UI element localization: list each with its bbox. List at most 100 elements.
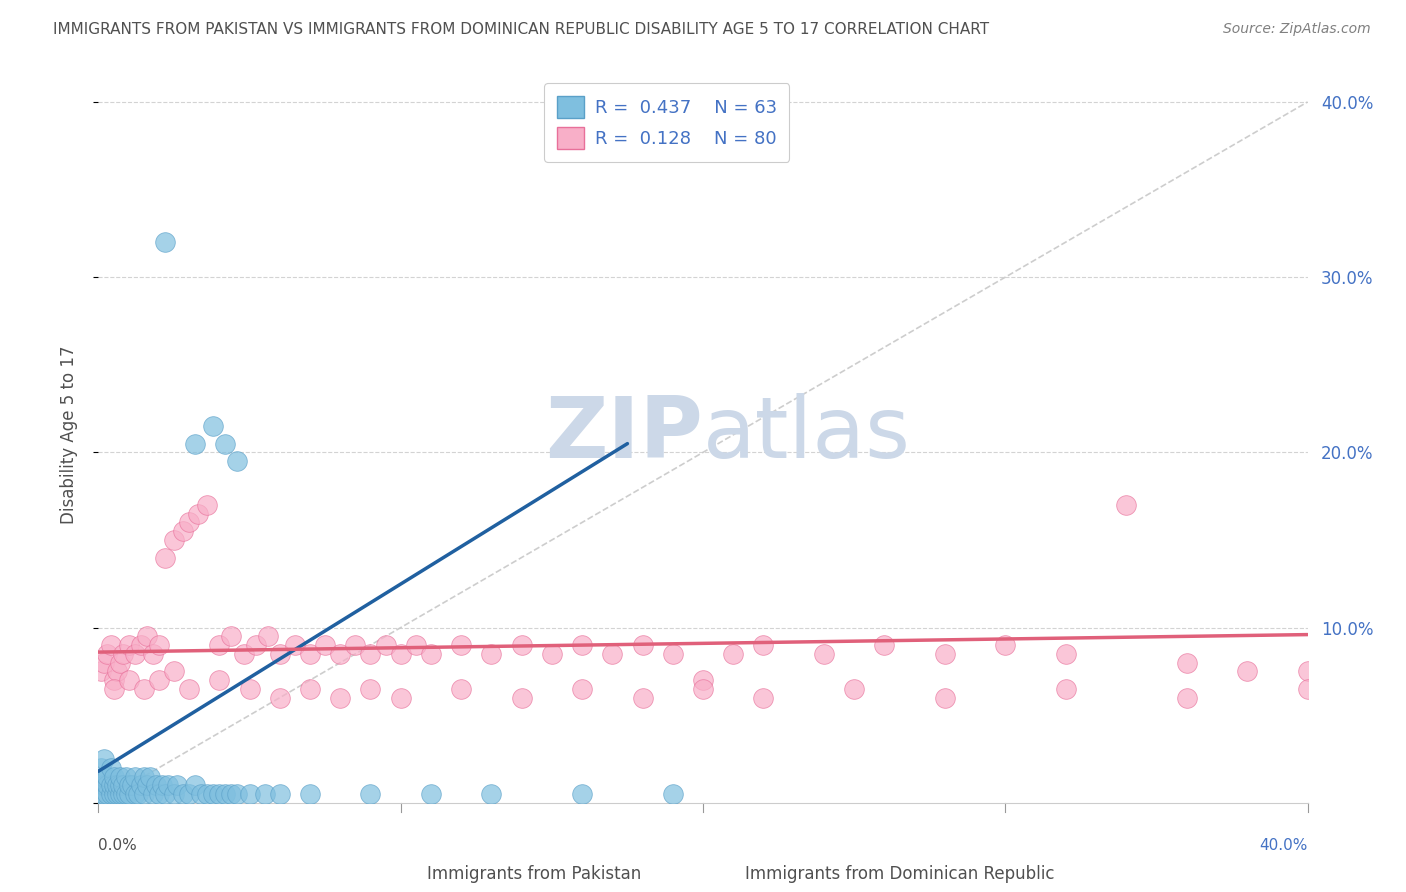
- Point: [226, 454, 249, 468]
- Point: [752, 690, 775, 705]
- Text: 0.0%: 0.0%: [98, 838, 138, 854]
- Point: [481, 647, 503, 661]
- Point: [96, 770, 118, 784]
- Point: [150, 778, 173, 792]
- Point: [934, 690, 956, 705]
- Point: [208, 787, 231, 801]
- Point: [571, 787, 593, 801]
- Point: [1054, 647, 1077, 661]
- Point: [269, 690, 291, 705]
- Point: [100, 787, 122, 801]
- Point: [153, 235, 176, 249]
- Point: [208, 673, 231, 687]
- Point: [108, 770, 131, 784]
- Point: [163, 787, 186, 801]
- Point: [420, 647, 443, 661]
- Point: [124, 787, 146, 801]
- Y-axis label: Disability Age 5 to 17: Disability Age 5 to 17: [59, 345, 77, 524]
- Point: [202, 419, 225, 434]
- Point: [142, 647, 165, 661]
- Point: [631, 638, 654, 652]
- Point: [723, 647, 745, 661]
- Point: [100, 761, 122, 775]
- Point: [129, 638, 152, 652]
- Point: [221, 629, 243, 643]
- Point: [148, 638, 170, 652]
- Point: [389, 647, 412, 661]
- Point: [631, 690, 654, 705]
- Point: [239, 681, 262, 696]
- Point: [284, 638, 307, 652]
- Point: [1296, 681, 1319, 696]
- Point: [90, 778, 112, 792]
- Point: [103, 673, 125, 687]
- Point: [124, 647, 146, 661]
- Point: [93, 656, 115, 670]
- Point: [190, 787, 212, 801]
- Point: [111, 787, 134, 801]
- Point: [103, 787, 125, 801]
- Point: [93, 770, 115, 784]
- Point: [420, 787, 443, 801]
- Point: [510, 638, 533, 652]
- Text: atlas: atlas: [703, 393, 911, 476]
- Point: [166, 778, 188, 792]
- Point: [111, 647, 134, 661]
- Point: [844, 681, 866, 696]
- Point: [114, 787, 136, 801]
- Point: [661, 647, 683, 661]
- Point: [661, 787, 683, 801]
- Point: [153, 787, 176, 801]
- Point: [118, 673, 141, 687]
- Point: [93, 787, 115, 801]
- Point: [571, 638, 593, 652]
- Point: [179, 681, 201, 696]
- Point: [132, 681, 155, 696]
- Point: [163, 533, 186, 547]
- Point: [187, 507, 209, 521]
- Point: [299, 647, 322, 661]
- Point: [121, 778, 143, 792]
- Point: [208, 638, 231, 652]
- Point: [90, 787, 112, 801]
- Text: Immigrants from Pakistan: Immigrants from Pakistan: [427, 865, 641, 883]
- Point: [148, 673, 170, 687]
- Point: [93, 752, 115, 766]
- Text: Immigrants from Dominican Republic: Immigrants from Dominican Republic: [745, 865, 1054, 883]
- Point: [111, 778, 134, 792]
- Point: [450, 681, 472, 696]
- Point: [571, 681, 593, 696]
- Point: [108, 656, 131, 670]
- Legend: R =  0.437    N = 63, R =  0.128    N = 80: R = 0.437 N = 63, R = 0.128 N = 80: [544, 83, 789, 161]
- Point: [221, 787, 243, 801]
- Point: [118, 638, 141, 652]
- Point: [172, 524, 194, 539]
- Point: [132, 770, 155, 784]
- Point: [344, 638, 367, 652]
- Point: [329, 647, 352, 661]
- Point: [374, 638, 396, 652]
- Point: [179, 516, 201, 530]
- Point: [360, 787, 382, 801]
- Point: [105, 665, 128, 679]
- Point: [96, 778, 118, 792]
- Point: [195, 787, 218, 801]
- Point: [127, 787, 149, 801]
- Point: [163, 665, 186, 679]
- Point: [360, 647, 382, 661]
- Point: [813, 647, 835, 661]
- Point: [156, 778, 179, 792]
- Point: [135, 629, 157, 643]
- Point: [602, 647, 624, 661]
- Point: [184, 436, 207, 450]
- Text: IMMIGRANTS FROM PAKISTAN VS IMMIGRANTS FROM DOMINICAN REPUBLIC DISABILITY AGE 5 : IMMIGRANTS FROM PAKISTAN VS IMMIGRANTS F…: [53, 22, 990, 37]
- Point: [214, 436, 236, 450]
- Point: [692, 673, 714, 687]
- Point: [118, 787, 141, 801]
- Point: [129, 778, 152, 792]
- Point: [195, 498, 218, 512]
- Point: [1175, 656, 1198, 670]
- Point: [108, 787, 131, 801]
- Point: [103, 778, 125, 792]
- Point: [692, 681, 714, 696]
